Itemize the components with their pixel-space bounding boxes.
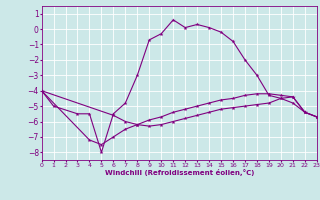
X-axis label: Windchill (Refroidissement éolien,°C): Windchill (Refroidissement éolien,°C) [105,169,254,176]
